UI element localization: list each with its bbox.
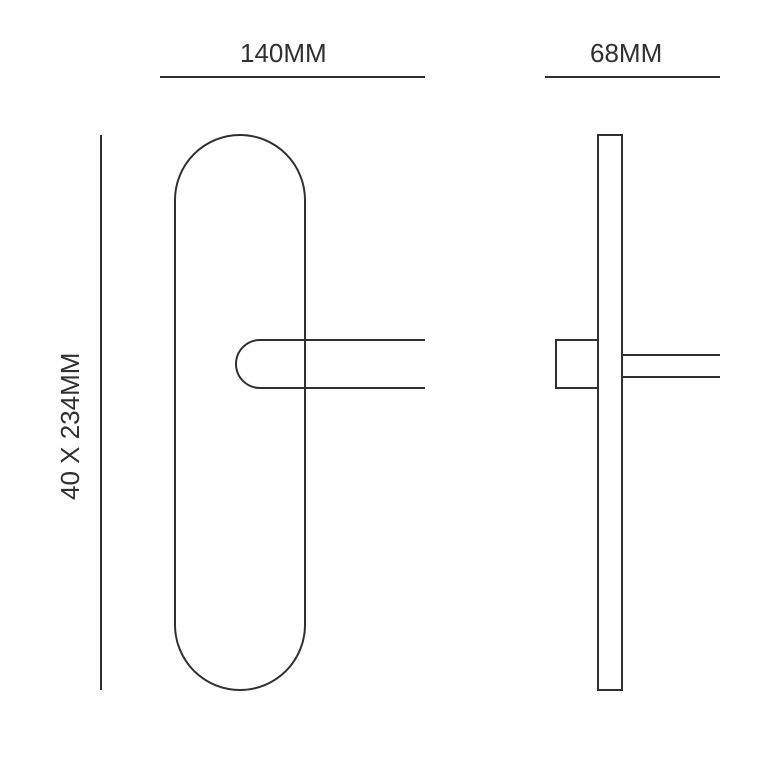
side-view [0, 0, 768, 768]
side-lever [556, 340, 598, 388]
diagram-canvas: { "canvas": { "width": 768, "height": 76… [0, 0, 768, 768]
side-plate [598, 135, 622, 690]
side-spindle [622, 355, 720, 377]
